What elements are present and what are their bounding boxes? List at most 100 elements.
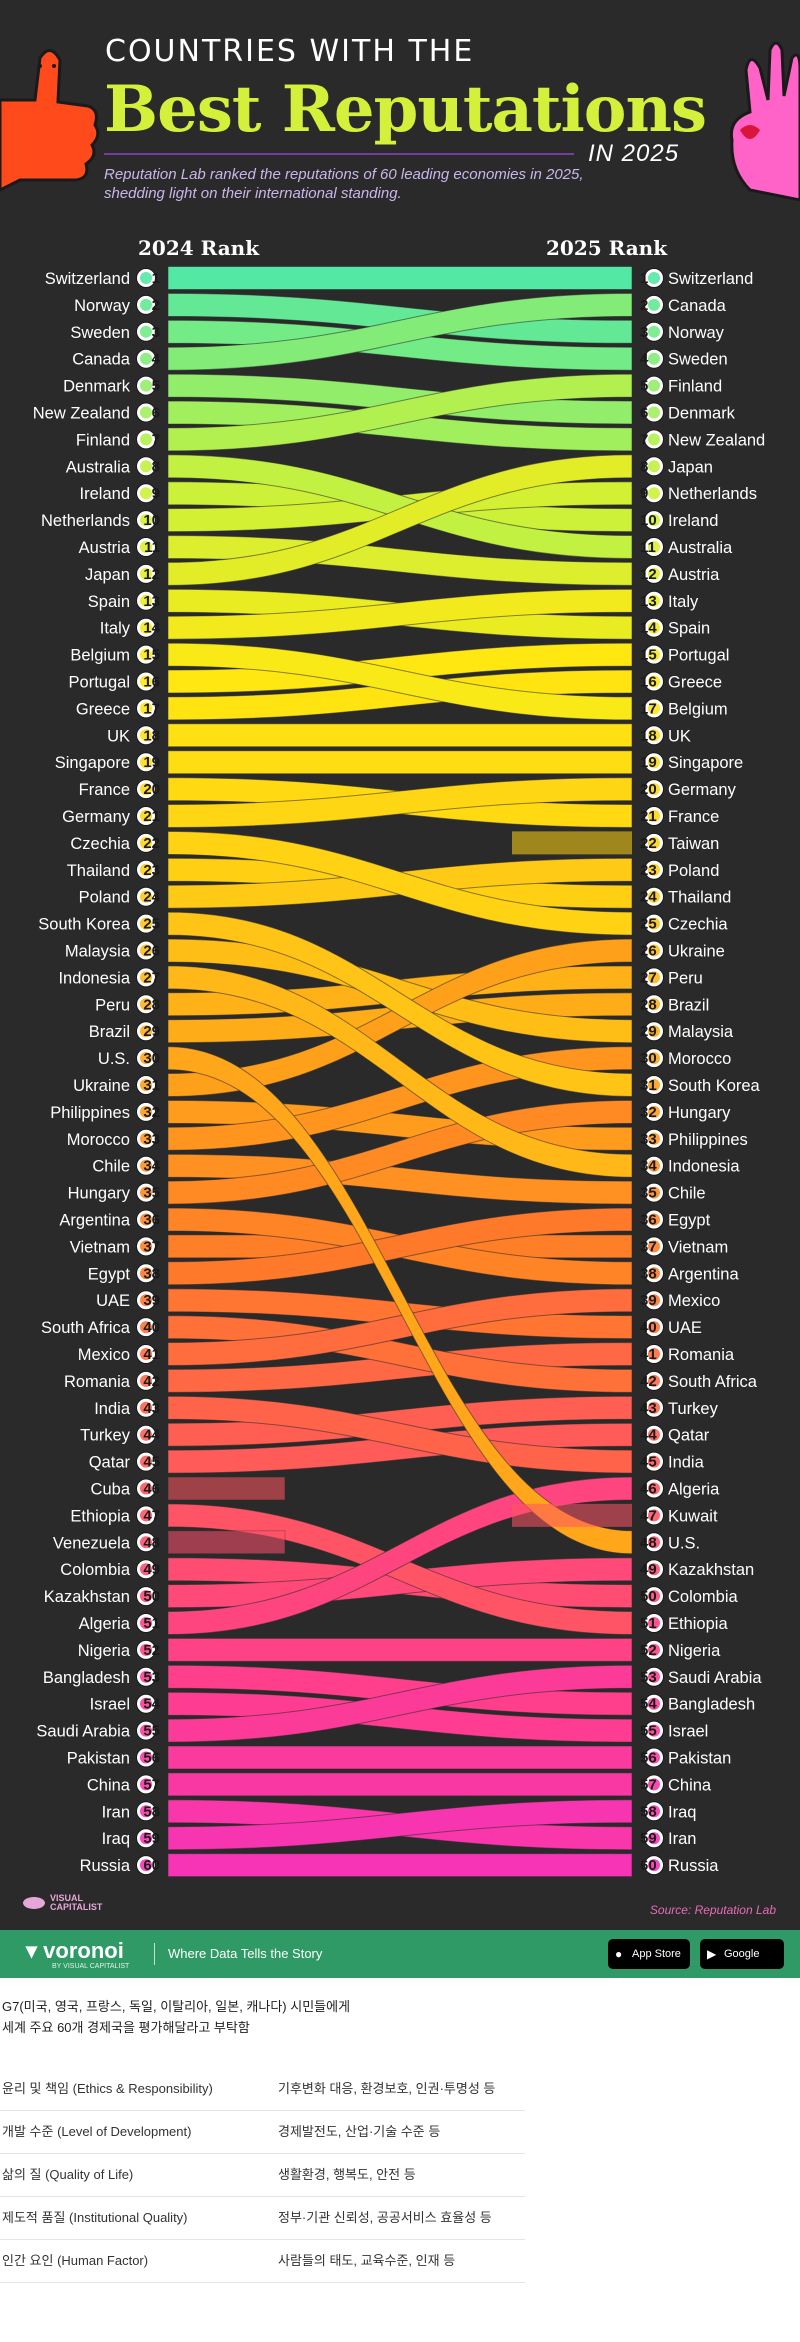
- flag-fill: [648, 1697, 660, 1710]
- title-description: Reputation Lab ranked the reputations of…: [104, 166, 584, 202]
- rank-number: 37: [640, 1238, 657, 1255]
- country-name: Vietnam: [668, 1238, 728, 1256]
- rank-number: 2: [640, 297, 648, 314]
- band-iraq: [167, 1799, 633, 1851]
- notes-intro-line-1: G7(미국, 영국, 프랑스, 독일, 이탈리아, 일본, 캐나다) 시민들에게: [2, 1999, 351, 2014]
- country-name: Sweden: [70, 324, 130, 342]
- flag-fill: [140, 1455, 152, 1468]
- rank-2025-row-argentina: 38 Argentina: [640, 1263, 739, 1284]
- rank-2024-row-ethiopia: 47 Ethiopia: [70, 1505, 160, 1526]
- rank-2025-row-netherlands: 9 Netherlands: [640, 483, 757, 504]
- rank-number: 11: [144, 539, 160, 556]
- rank-2025-row-saudi-arabia: 53 Saudi Arabia: [640, 1666, 762, 1687]
- country-name: Czechia: [70, 835, 130, 853]
- rank-number: 32: [143, 1104, 160, 1121]
- flag-fill: [648, 487, 660, 500]
- country-name: India: [94, 1400, 131, 1418]
- country-name: Ireland: [80, 485, 130, 503]
- flag-fill: [140, 379, 152, 392]
- flag-fill: [140, 1428, 152, 1441]
- country-name: Kuwait: [668, 1507, 718, 1525]
- band-qatar: [167, 1422, 633, 1474]
- band-russia: [167, 1853, 633, 1878]
- flag-fill: [140, 756, 152, 769]
- voronoi-logo[interactable]: ▾ voronoi: [26, 1938, 124, 1964]
- country-name: Iraq: [668, 1803, 696, 1821]
- country-name: Israel: [668, 1723, 708, 1741]
- country-name: UK: [668, 727, 691, 745]
- rank-number: 39: [143, 1292, 160, 1309]
- country-name: Algeria: [79, 1615, 131, 1633]
- flag-fill: [648, 325, 660, 338]
- rank-2025-row-china: 57 China: [640, 1774, 712, 1795]
- table-row: 인간 요인 (Human Factor) 사람들의 태도, 교육수준, 인재 등: [0, 2239, 525, 2283]
- rank-number: 3: [152, 324, 160, 341]
- country-name: Qatar: [668, 1427, 710, 1445]
- rank-2024-row-chile: 34 Chile: [92, 1155, 161, 1176]
- country-name: Chile: [92, 1158, 130, 1176]
- rank-2024-row-nigeria: 52 Nigeria: [78, 1639, 160, 1660]
- band-japan: [167, 454, 633, 586]
- rank-number: 8: [640, 458, 648, 475]
- flag-fill: [140, 1186, 152, 1199]
- rank-number: 23: [143, 862, 160, 879]
- country-name: New Zealand: [668, 431, 765, 449]
- flag-fill: [648, 1643, 660, 1656]
- country-name: Colombia: [668, 1588, 739, 1606]
- rank-2024-row-brazil: 29 Brazil: [89, 1021, 160, 1042]
- rank-number: 49: [640, 1561, 657, 1578]
- rank-number: 40: [640, 1319, 657, 1336]
- band-belgium: [167, 642, 633, 721]
- rank-2025-row-thailand: 24 Thailand: [640, 886, 731, 907]
- country-name: Kazakhstan: [44, 1588, 130, 1606]
- country-name: Ethiopia: [70, 1507, 130, 1525]
- rank-number: 50: [143, 1588, 160, 1605]
- country-name: Vietnam: [70, 1238, 130, 1256]
- flag-fill: [648, 379, 660, 392]
- band-singapore: [167, 750, 633, 775]
- country-name: Indonesia: [58, 969, 130, 987]
- band-romania: [167, 1341, 633, 1393]
- rank-number: 46: [640, 1481, 657, 1498]
- band-canada: [167, 292, 633, 371]
- country-name: France: [79, 781, 130, 799]
- rank-2024-row-pakistan: 56 Pakistan: [67, 1747, 160, 1768]
- band-greece: [167, 669, 633, 721]
- rank-2024-row-austria: 11 Austria: [79, 537, 160, 557]
- country-name: Italy: [100, 620, 131, 638]
- rank-number: 30: [143, 1050, 160, 1067]
- flag-fill: [140, 944, 152, 957]
- rank-number: 12: [640, 566, 657, 583]
- rank-2025-row-austria: 12 Austria: [640, 563, 720, 584]
- google-play-button[interactable]: ▶ Google Play: [700, 1939, 784, 1990]
- rank-number: 37: [143, 1238, 160, 1255]
- flag-fill: [140, 863, 152, 876]
- flag-fill: [648, 675, 660, 688]
- country-name: South Africa: [41, 1319, 131, 1337]
- rank-2025-row-kazakhstan: 49 Kazakhstan: [640, 1559, 754, 1580]
- country-name: Japan: [85, 566, 130, 584]
- rank-2025-row-canada: 2 Canada: [640, 294, 727, 315]
- rank-number: 38: [143, 1265, 160, 1282]
- rank-number: 42: [640, 1373, 657, 1390]
- band-hungary: [167, 1099, 633, 1205]
- rank-2024-row-peru: 28 Peru: [95, 994, 160, 1015]
- app-store-button[interactable]: ● App Store: [608, 1939, 690, 1969]
- rank-number: 51: [640, 1615, 657, 1632]
- rank-number: 45: [640, 1454, 657, 1471]
- country-name: UAE: [668, 1319, 702, 1337]
- flag-fill: [648, 1482, 660, 1495]
- rank-number: 56: [143, 1750, 160, 1767]
- flag-fill: [140, 1643, 152, 1656]
- rank-2024-row-philippines: 32 Philippines: [50, 1101, 160, 1122]
- hands-icon: [23, 1897, 45, 1909]
- band-switzerland: [167, 265, 633, 291]
- rank-2025-row-poland: 23 Poland: [640, 859, 719, 880]
- thumbs-up-hand-icon: [0, 49, 100, 192]
- rank-number: 16: [640, 674, 657, 691]
- criterion-name: 인간 요인 (Human Factor): [0, 2239, 276, 2283]
- rank-2025-row-romania: 41 Romania: [640, 1344, 735, 1364]
- rank-2025-row-greece: 16 Greece: [640, 671, 722, 692]
- rank-number: 13: [143, 593, 160, 610]
- country-name: Switzerland: [45, 270, 130, 288]
